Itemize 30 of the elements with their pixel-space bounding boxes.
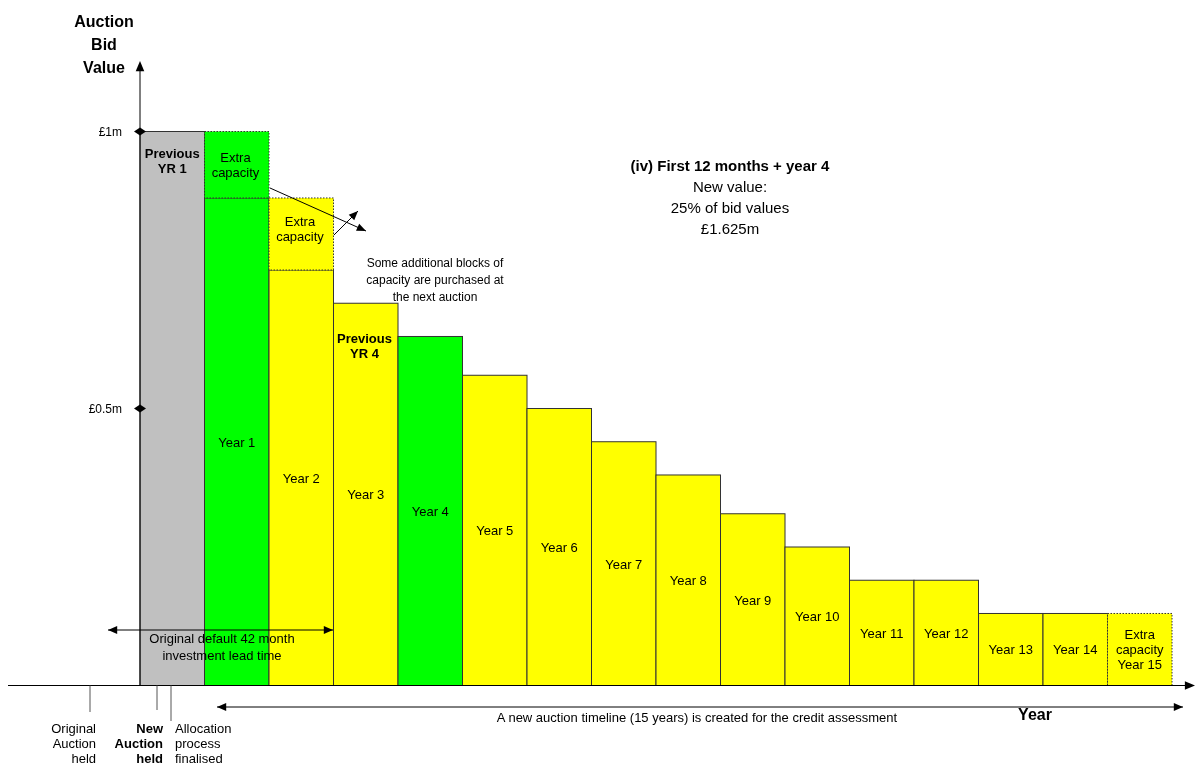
- x-tick-label: Year 1: [218, 434, 256, 450]
- x-tick-label: Year 14: [1053, 642, 1098, 658]
- x-tick-label: Year 8: [669, 573, 707, 589]
- text: Original Auction held: [51, 721, 97, 766]
- x-tick-label: Year 2: [282, 470, 320, 486]
- x-axis-title: Year: [1018, 706, 1052, 723]
- x-tick-label: Year 5: [476, 523, 514, 539]
- x-tick-label: Year 10: [795, 609, 840, 625]
- x-tick-label: Year 11: [860, 625, 904, 641]
- x-tick-label: Year 9: [734, 592, 772, 608]
- text: (iv) First 12 months + year 4: [630, 157, 831, 174]
- annotation: Some additional blocks of capacity are purchased at the next auction: [366, 256, 505, 304]
- text: A new auction timeline (15 years) is created for the credit assessment: [496, 710, 898, 725]
- text: New value: 25% of bid values £1.625m: [670, 178, 790, 237]
- annotation: Extra capacity: [276, 214, 325, 244]
- text: Allocation process finalised: [175, 721, 232, 766]
- y-tick-label: £1m: [98, 124, 122, 139]
- x-tick-label: Year 12: [924, 625, 969, 641]
- text: New Auction held: [114, 721, 164, 766]
- x-tick-label: Year 3: [347, 487, 385, 503]
- x-tick-label: Year 4: [411, 503, 449, 519]
- x-tick-label: Year 7: [605, 556, 643, 572]
- x-tick-label: Year 6: [540, 540, 578, 555]
- x-tick-label: Year 13: [988, 642, 1033, 658]
- x-tick-label: Extra capacity Year 15: [1115, 627, 1165, 673]
- y-axis-title: Auction Bid Value: [74, 13, 134, 76]
- y-tick-label: £0.5m: [88, 401, 122, 416]
- annotation: Previous YR 4: [337, 331, 392, 361]
- annotation: Extra capacity: [211, 150, 260, 180]
- x-tick-label: Previous YR 1: [144, 145, 200, 176]
